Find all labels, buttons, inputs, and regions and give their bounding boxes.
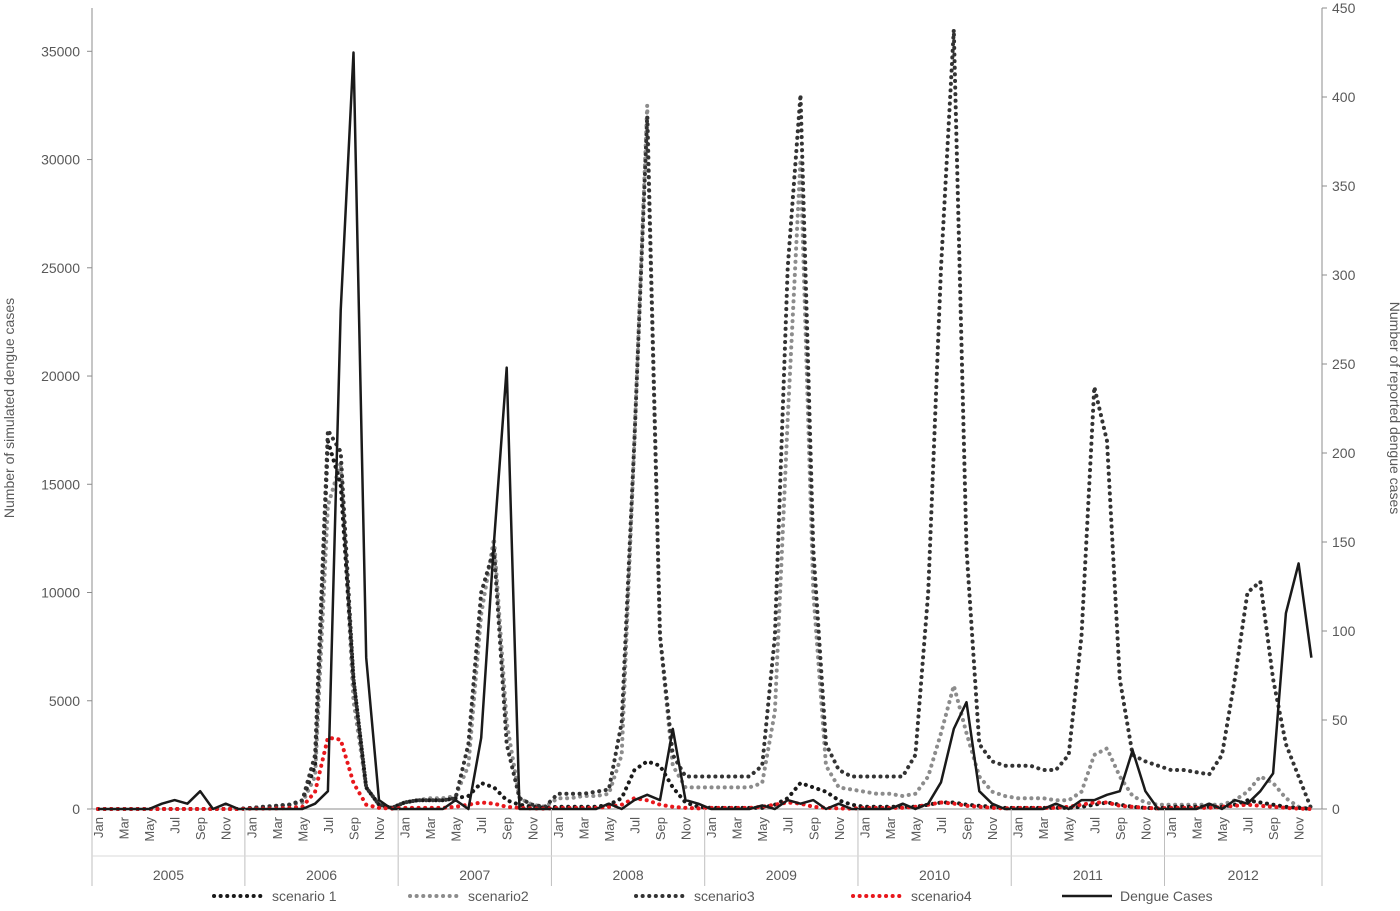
x-tick-label-month: Jul	[1087, 817, 1102, 834]
x-tick-label-month: Jan	[551, 817, 566, 838]
y-tick-label-right: 250	[1332, 356, 1356, 372]
x-tick-label-month: Jul	[321, 817, 336, 834]
legend-label: scenario3	[694, 888, 755, 904]
x-tick-label-month: Nov	[1292, 817, 1307, 841]
y-tick-label-right: 100	[1332, 623, 1356, 639]
x-tick-label-month: Jan	[244, 817, 259, 838]
x-tick-label-year: 2007	[459, 867, 490, 883]
series-line-scenario4	[96, 735, 1314, 811]
y-tick-label-right: 50	[1332, 712, 1348, 728]
x-tick-label-month: Jul	[474, 817, 489, 834]
x-tick-label-month: Jul	[627, 817, 642, 834]
x-tick-label-month: May	[1215, 817, 1230, 842]
y-tick-label-left: 30000	[41, 152, 80, 168]
x-tick-label-month: Nov	[1138, 817, 1153, 841]
x-tick-label-month: May	[295, 817, 310, 842]
y-tick-label-left: 15000	[41, 476, 80, 492]
y-axis-title-right: Number of reported dengue cases	[1387, 302, 1400, 514]
y-tick-label-left: 10000	[41, 585, 80, 601]
x-tick-label-month: May	[602, 817, 617, 842]
legend-label: scenario4	[911, 888, 972, 904]
x-tick-label-month: May	[142, 817, 157, 842]
legend: scenario 1 scenario2 scenario3 scenario4 Den…	[212, 888, 1213, 904]
x-tick-label-month: May	[1062, 817, 1077, 842]
x-tick-label-month: May	[449, 817, 464, 842]
x-tick-label-month: Sep	[960, 817, 975, 840]
y-tick-label-right: 450	[1332, 0, 1356, 16]
y-tick-label-right: 0	[1332, 801, 1340, 817]
x-tick-label-month: Nov	[985, 817, 1000, 841]
x-tick-label-month: Mar	[883, 816, 898, 839]
series-line-scenario2	[96, 105, 1314, 811]
x-tick-label-month: Jul	[934, 817, 949, 834]
x-tick-label-month: Jan	[398, 817, 413, 838]
x-tick-label-month: Mar	[117, 816, 132, 839]
x-tick-label-month: Sep	[806, 817, 821, 840]
x-tick-label-month: Mar	[730, 816, 745, 839]
x-tick-label-month: Sep	[193, 817, 208, 840]
y-tick-label-right: 350	[1332, 178, 1356, 194]
x-tick-label-month: Sep	[500, 817, 515, 840]
x-tick-label-month: Mar	[1189, 816, 1204, 839]
y-axis-title-left: Number of simulated dengue cases	[1, 298, 17, 518]
legend-label: scenario2	[468, 888, 529, 904]
x-tick-label-month: Nov	[832, 817, 847, 841]
x-tick-label-month: Nov	[372, 817, 387, 841]
x-tick-label-year: 2012	[1228, 867, 1259, 883]
x-tick-label-month: Nov	[219, 817, 234, 841]
x-tick-label-year: 2009	[766, 867, 797, 883]
y-tick-label-right: 150	[1332, 534, 1356, 550]
x-tick-label-year: 2008	[612, 867, 643, 883]
y-tick-label-right: 300	[1332, 267, 1356, 283]
y-tick-label-left: 35000	[41, 43, 80, 59]
series-group	[96, 29, 1314, 811]
x-tick-label-month: Jan	[91, 817, 106, 838]
x-tick-label-month: Sep	[1266, 817, 1281, 840]
x-tick-label-year: 2006	[306, 867, 337, 883]
series-line-scenario3	[96, 29, 1314, 811]
x-tick-label-month: Mar	[1036, 816, 1051, 839]
y-tick-label-right: 200	[1332, 445, 1356, 461]
x-tick-label-month: Nov	[525, 817, 540, 841]
x-tick-label-month: Jul	[168, 817, 183, 834]
x-tick-label-month: Sep	[653, 817, 668, 840]
y-tick-label-right: 400	[1332, 89, 1356, 105]
x-tick-label-month: Jan	[1164, 817, 1179, 838]
axes-group: 0 5000 10000 15000 20000 25000 30000 35000 0 50 10…	[41, 0, 1356, 817]
x-tick-label-month: May	[755, 817, 770, 842]
x-axis-group: Jan Mar May Jul Sep Nov 2005 Jan Mar May Jul Sep Nov…	[91, 809, 1323, 886]
x-tick-label-month: Mar	[270, 816, 285, 839]
x-tick-label-month: Sep	[1113, 817, 1128, 840]
x-tick-label-year: 2005	[153, 867, 184, 883]
x-tick-label-month: Mar	[423, 816, 438, 839]
y-tick-label-left: 5000	[49, 693, 80, 709]
x-tick-label-month: Nov	[679, 817, 694, 841]
y-tick-label-left: 0	[72, 801, 80, 817]
x-tick-label-year: 2010	[919, 867, 950, 883]
x-tick-label-month: Jan	[704, 817, 719, 838]
x-tick-label-month: Jul	[781, 817, 796, 834]
x-tick-label-month: Jan	[1011, 817, 1026, 838]
legend-label: Dengue Cases	[1120, 888, 1213, 904]
x-tick-label-month: Jan	[857, 817, 872, 838]
x-tick-label-month: Mar	[576, 816, 591, 839]
series-line-scenario-1	[96, 440, 1314, 811]
x-tick-label-month: Sep	[346, 817, 361, 840]
series-line-dengue-cases	[98, 51, 1313, 811]
y-tick-label-left: 25000	[41, 260, 80, 276]
legend-label: scenario 1	[272, 888, 337, 904]
x-tick-label-year: 2011	[1073, 867, 1103, 883]
x-tick-label-month: May	[908, 817, 923, 842]
x-tick-label-month: Jul	[1241, 817, 1256, 834]
y-tick-label-left: 20000	[41, 368, 80, 384]
